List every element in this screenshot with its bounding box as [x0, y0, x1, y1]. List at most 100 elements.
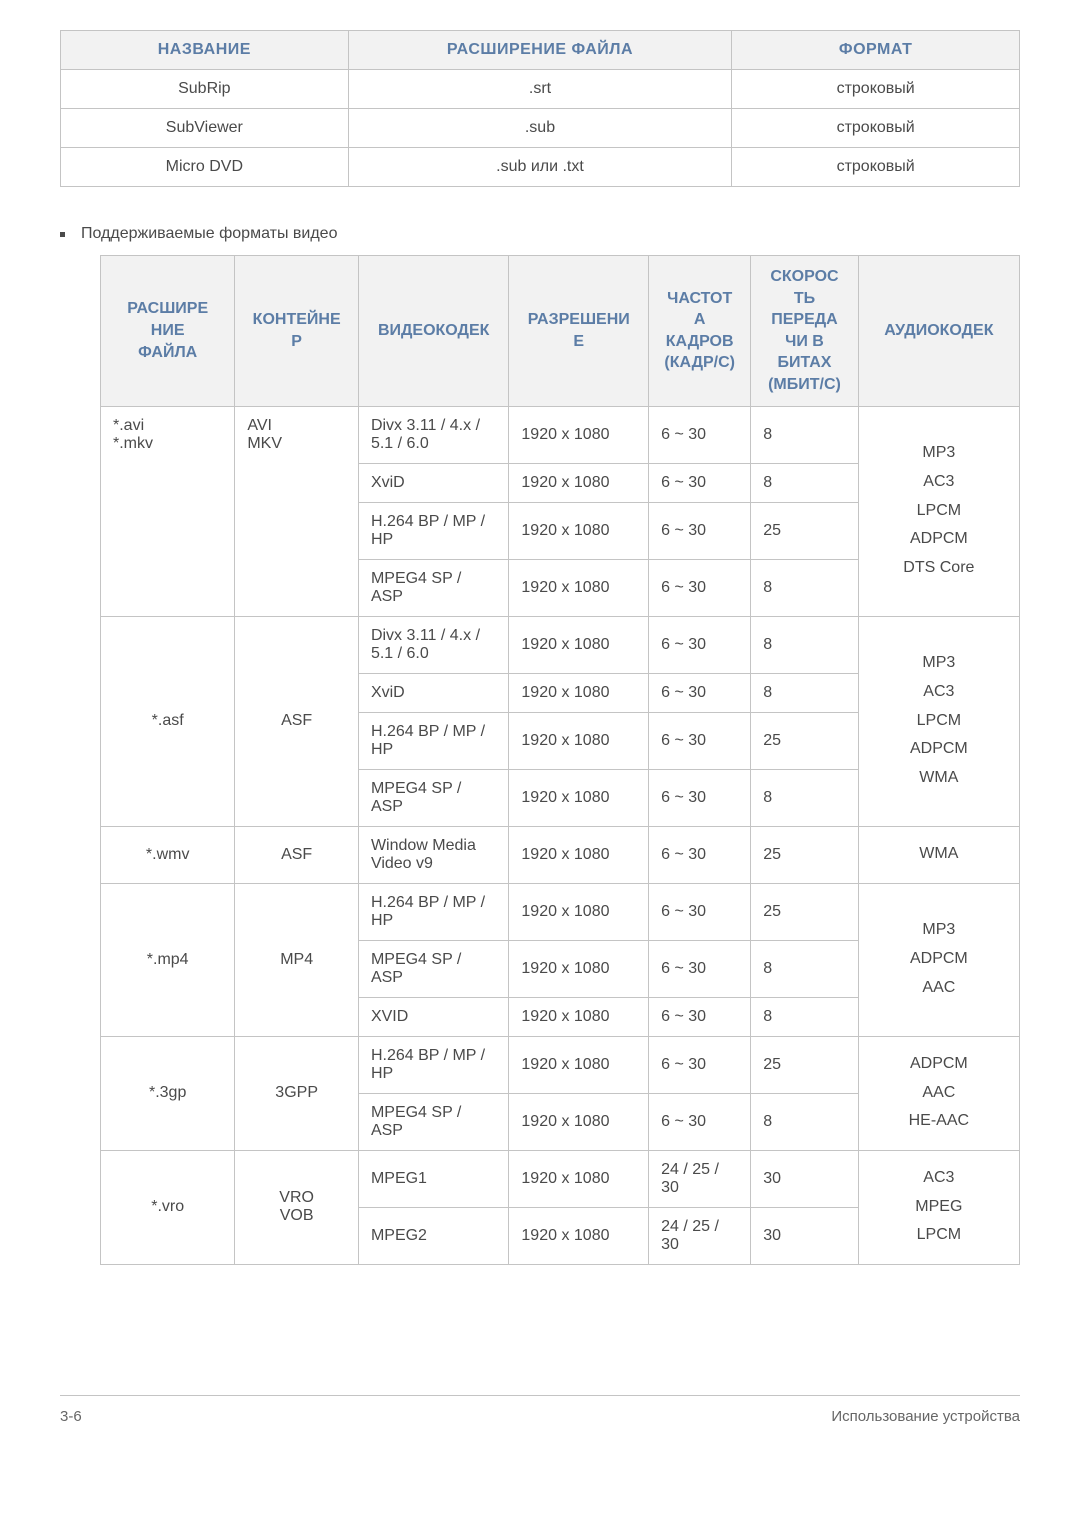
- cell-container: 3GPP: [235, 1036, 359, 1150]
- table-cell: строковый: [732, 70, 1020, 109]
- section-title: Поддерживаемые форматы видео: [81, 225, 337, 243]
- cell-codec: H.264 BP / MP / HP: [358, 883, 508, 940]
- cell-bitrate: 25: [751, 712, 858, 769]
- cell-extension: *.vro: [101, 1150, 235, 1264]
- table-cell: SubViewer: [61, 109, 349, 148]
- cell-fps: 6 ~ 30: [649, 616, 751, 673]
- cell-bitrate: 8: [751, 940, 858, 997]
- cell-container: VROVOB: [235, 1150, 359, 1264]
- cell-fps: 6 ~ 30: [649, 712, 751, 769]
- cell-codec: H.264 BP / MP / HP: [358, 502, 508, 559]
- cell-codec: MPEG4 SP / ASP: [358, 769, 508, 826]
- cell-resolution: 1920 x 1080: [509, 406, 649, 463]
- cell-fps: 6 ~ 30: [649, 997, 751, 1036]
- cell-fps: 6 ~ 30: [649, 406, 751, 463]
- cell-resolution: 1920 x 1080: [509, 559, 649, 616]
- cell-audio: MP3ADPCMAAC: [858, 883, 1019, 1036]
- table-row: Micro DVD.sub или .txtстроковый: [61, 148, 1020, 187]
- cell-bitrate: 8: [751, 997, 858, 1036]
- table-row: *.mp4MP4H.264 BP / MP / HP1920 x 10806 ~…: [101, 883, 1020, 940]
- cell-bitrate: 25: [751, 502, 858, 559]
- cell-codec: H.264 BP / MP / HP: [358, 1036, 508, 1093]
- table-cell: SubRip: [61, 70, 349, 109]
- cell-extension: *.mp4: [101, 883, 235, 1036]
- cell-resolution: 1920 x 1080: [509, 940, 649, 997]
- cell-audio: MP3AC3LPCMADPCMWMA: [858, 616, 1019, 826]
- table-cell: строковый: [732, 148, 1020, 187]
- header-cell: СКОРОСТЬПЕРЕДАЧИ ВБИТАХ(МБИТ/С): [751, 256, 858, 407]
- subtitles-table-wrapper: НАЗВАНИЕ РАСШИРЕНИЕ ФАЙЛА ФОРМАТ SubRip.…: [60, 30, 1020, 187]
- cell-resolution: 1920 x 1080: [509, 1093, 649, 1150]
- cell-codec: MPEG1: [358, 1150, 508, 1207]
- header-cell: АУДИОКОДЕК: [858, 256, 1019, 407]
- subtitles-table: НАЗВАНИЕ РАСШИРЕНИЕ ФАЙЛА ФОРМАТ SubRip.…: [60, 30, 1020, 187]
- cell-codec: XviD: [358, 673, 508, 712]
- cell-fps: 6 ~ 30: [649, 769, 751, 826]
- cell-fps: 6 ~ 30: [649, 1036, 751, 1093]
- cell-fps: 6 ~ 30: [649, 940, 751, 997]
- cell-codec: XVID: [358, 997, 508, 1036]
- cell-bitrate: 8: [751, 616, 858, 673]
- header-cell-name: НАЗВАНИЕ: [61, 31, 349, 70]
- header-cell: ЧАСТОТАКАДРОВ(КАДР/С): [649, 256, 751, 407]
- page-footer: 3-6 Использование устройства: [60, 1395, 1020, 1425]
- header-cell-format: ФОРМАТ: [732, 31, 1020, 70]
- table-cell: .sub или .txt: [348, 148, 732, 187]
- cell-bitrate: 8: [751, 769, 858, 826]
- footer-section-title: Использование устройства: [831, 1408, 1020, 1425]
- cell-fps: 24 / 25 / 30: [649, 1150, 751, 1207]
- cell-bitrate: 8: [751, 559, 858, 616]
- cell-bitrate: 25: [751, 826, 858, 883]
- table-row: *.vroVROVOBMPEG11920 x 108024 / 25 / 303…: [101, 1150, 1020, 1207]
- table-row: *.3gp3GPPH.264 BP / MP / HP1920 x 10806 …: [101, 1036, 1020, 1093]
- table-cell: .srt: [348, 70, 732, 109]
- cell-container: ASF: [235, 616, 359, 826]
- cell-fps: 6 ~ 30: [649, 826, 751, 883]
- table-cell: .sub: [348, 109, 732, 148]
- cell-codec: MPEG2: [358, 1207, 508, 1264]
- section-bullet: Поддерживаемые форматы видео: [60, 225, 1020, 243]
- table-row: *.avi*.mkvAVIMKVDivx 3.11 / 4.x / 5.1 / …: [101, 406, 1020, 463]
- cell-fps: 24 / 25 / 30: [649, 1207, 751, 1264]
- cell-fps: 6 ~ 30: [649, 883, 751, 940]
- cell-codec: MPEG4 SP / ASP: [358, 1093, 508, 1150]
- cell-container: ASF: [235, 826, 359, 883]
- table-row: SubViewer.subстроковый: [61, 109, 1020, 148]
- cell-codec: Divx 3.11 / 4.x / 5.1 / 6.0: [358, 406, 508, 463]
- cell-extension: *.wmv: [101, 826, 235, 883]
- cell-bitrate: 8: [751, 1093, 858, 1150]
- cell-resolution: 1920 x 1080: [509, 712, 649, 769]
- cell-resolution: 1920 x 1080: [509, 883, 649, 940]
- cell-bitrate: 8: [751, 673, 858, 712]
- table-header-row: НАЗВАНИЕ РАСШИРЕНИЕ ФАЙЛА ФОРМАТ: [61, 31, 1020, 70]
- bullet-icon: [60, 232, 65, 237]
- cell-fps: 6 ~ 30: [649, 1093, 751, 1150]
- cell-codec: Window Media Video v9: [358, 826, 508, 883]
- cell-resolution: 1920 x 1080: [509, 1150, 649, 1207]
- cell-audio: MP3AC3LPCMADPCMDTS Core: [858, 406, 1019, 616]
- table-row: SubRip.srtстроковый: [61, 70, 1020, 109]
- cell-bitrate: 30: [751, 1150, 858, 1207]
- cell-codec: Divx 3.11 / 4.x / 5.1 / 6.0: [358, 616, 508, 673]
- cell-audio: ADPCMAACHE-AAC: [858, 1036, 1019, 1150]
- cell-resolution: 1920 x 1080: [509, 1207, 649, 1264]
- table-row: *.asfASFDivx 3.11 / 4.x / 5.1 / 6.01920 …: [101, 616, 1020, 673]
- cell-codec: H.264 BP / MP / HP: [358, 712, 508, 769]
- footer-page-number: 3-6: [60, 1408, 82, 1425]
- header-cell: КОНТЕЙНЕР: [235, 256, 359, 407]
- cell-resolution: 1920 x 1080: [509, 502, 649, 559]
- cell-resolution: 1920 x 1080: [509, 673, 649, 712]
- cell-resolution: 1920 x 1080: [509, 616, 649, 673]
- header-cell: РАЗРЕШЕНИЕ: [509, 256, 649, 407]
- table-cell: Micro DVD: [61, 148, 349, 187]
- cell-container: AVIMKV: [235, 406, 359, 616]
- cell-codec: MPEG4 SP / ASP: [358, 940, 508, 997]
- cell-resolution: 1920 x 1080: [509, 769, 649, 826]
- cell-fps: 6 ~ 30: [649, 463, 751, 502]
- cell-fps: 6 ~ 30: [649, 502, 751, 559]
- header-cell: ВИДЕОКОДЕК: [358, 256, 508, 407]
- table-header-row: РАСШИРЕНИЕФАЙЛАКОНТЕЙНЕРВИДЕОКОДЕКРАЗРЕШ…: [101, 256, 1020, 407]
- cell-fps: 6 ~ 30: [649, 673, 751, 712]
- header-cell-extension: РАСШИРЕНИЕ ФАЙЛА: [348, 31, 732, 70]
- cell-resolution: 1920 x 1080: [509, 463, 649, 502]
